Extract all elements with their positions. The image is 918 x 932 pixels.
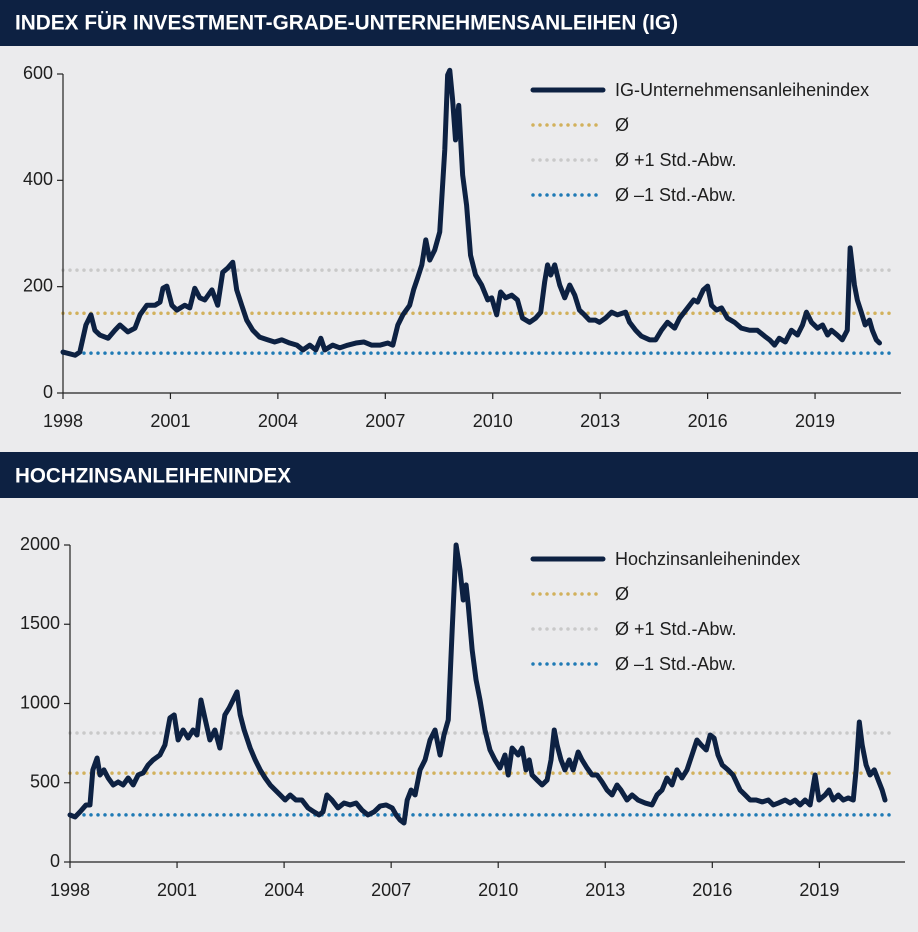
x-tick-label: 2019 — [799, 880, 839, 900]
x-tick-label: 1998 — [50, 880, 90, 900]
x-tick-label: 2007 — [371, 880, 411, 900]
y-tick-label: 0 — [43, 382, 53, 402]
legend-label: Ø –1 Std.-Abw. — [615, 654, 736, 674]
x-tick-label: 1998 — [43, 411, 83, 431]
x-tick-label: 2007 — [365, 411, 405, 431]
legend-label: Ø –1 Std.-Abw. — [615, 185, 736, 205]
y-tick-label: 1000 — [20, 692, 60, 712]
x-tick-label: 2001 — [157, 880, 197, 900]
chart-title: HOCHZINSANLEIHENINDEX — [15, 465, 291, 488]
y-tick-label: 400 — [23, 169, 53, 189]
x-tick-label: 2001 — [150, 411, 190, 431]
y-tick-label: 500 — [30, 772, 60, 792]
x-tick-label: 2016 — [688, 411, 728, 431]
header-bar — [0, 0, 918, 46]
chart-title: INDEX FÜR INVESTMENT-GRADE-UNTERNEHMENSA… — [15, 12, 678, 35]
legend-label: IG-Unternehmensanleihenindex — [615, 80, 869, 100]
y-tick-label: 0 — [50, 851, 60, 871]
x-tick-label: 2016 — [692, 880, 732, 900]
x-tick-label: 2004 — [258, 411, 298, 431]
y-tick-label: 200 — [23, 275, 53, 295]
y-tick-label: 600 — [23, 63, 53, 83]
legend-label: Ø — [615, 584, 629, 604]
data-line — [67, 542, 888, 826]
legend-label: Ø +1 Std.-Abw. — [615, 150, 737, 170]
y-tick-label: 2000 — [20, 534, 60, 554]
legend-label: Hochzinsanleihenindex — [615, 549, 800, 569]
x-tick-label: 2004 — [264, 880, 304, 900]
header-bar — [0, 452, 918, 498]
x-tick-label: 2010 — [478, 880, 518, 900]
data-line — [60, 67, 883, 358]
x-tick-label: 2013 — [585, 880, 625, 900]
legend-label: Ø +1 Std.-Abw. — [615, 619, 737, 639]
x-tick-label: 2013 — [580, 411, 620, 431]
legend-label: Ø — [615, 115, 629, 135]
x-tick-label: 2019 — [795, 411, 835, 431]
x-tick-label: 2010 — [473, 411, 513, 431]
y-tick-label: 1500 — [20, 613, 60, 633]
